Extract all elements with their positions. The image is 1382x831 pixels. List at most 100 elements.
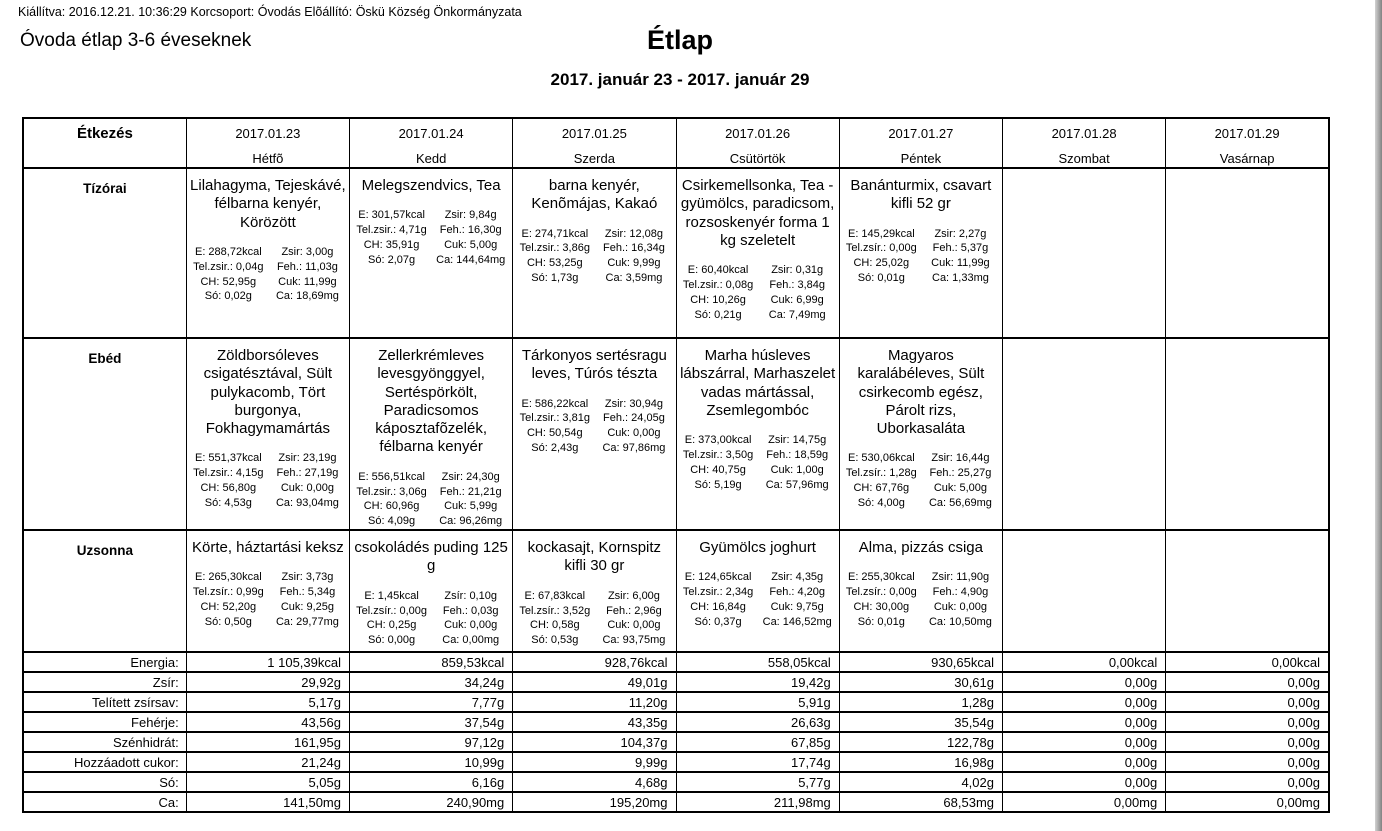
summary-value: 122,78g [838,731,1004,754]
summary-value: 11,20g [512,691,677,714]
nutrition-value: Ca: 1,33mg [932,272,989,285]
summary-value: 5,17g [185,691,351,714]
nutrition-block: E: 530,06kcal Zsir: 16,44g Tel.zsír.: 1,28… [843,451,999,510]
day-date: 2017.01.26 [725,126,791,141]
nutrition-value: Cuk: 0,00g [933,601,988,614]
nutrition-value: Cuk: 0,00g [607,427,661,440]
summary-value: 16,98g [838,751,1004,774]
nutrition-block: E: 586,22kcal Zsir: 30,94g Tel.zsir.: 3,81… [516,397,672,456]
nutrition-block: E: 265,30kcal Zsir: 3,73g Tel.zsír.: 0,99g… [190,570,346,629]
meal-name: Banánturmix, csavart kifli 52 gr [850,177,996,213]
meal-cell [1165,336,1330,532]
column-header-day: 2017.01.26 Csütörtök [675,117,840,169]
summary-value: 0,00g [1165,671,1330,694]
nutrition-value: Tel.zsír.: 0,00g [845,242,917,255]
nutrition-value: Zsir: 9,84g [444,209,497,222]
column-header-day: 2017.01.23 Hétfõ [185,117,351,169]
nutrition-block: E: 124,65kcal Zsir: 4,35g Tel.zsir.: 2,34g… [680,570,836,629]
summary-row-label: Só: [22,771,187,794]
nutrition-value: Cuk: 5,00g [933,482,988,495]
summary-value: 68,53mg [838,791,1004,814]
nutrition-block: E: 255,30kcal Zsir: 11,90g Tel.zsír.: 0,00… [843,570,999,629]
summary-value: 21,24g [185,751,351,774]
nutrition-value: Zsir: 12,08g [604,227,663,240]
summary-value: 30,61g [838,671,1004,694]
summary-row-label: Energia: [22,651,187,674]
summary-value: 43,56g [185,711,351,734]
meal-name: kockasajt, Kornspitz kifli 30 gr [527,539,666,575]
meal-row: Uzsonna Körte, háztartási keksz E: 265,30k… [22,529,1330,654]
summary-value: 7,77g [348,691,514,714]
nutrition-value: Zsir: 3,73g [281,571,334,584]
summary-value: 34,24g [348,671,514,694]
nutrition-value: Só: 4,00g [857,497,905,510]
nutrition-value: Feh.: 16,34g [603,242,665,255]
nutrition-value: CH: 60,96g [363,500,420,513]
meal-cell: Csirkemellsonka, Tea - gyümölcs, paradic… [675,167,840,339]
nutrition-value: E: 373,00kcal [684,434,752,447]
nutrition-value: Ca: 3,59mg [605,272,663,285]
summary-value: 0,00mg [1001,791,1167,814]
nutrition-value: Ca: 97,86mg [602,442,666,455]
nutrition-value: Só: 0,00g [368,634,416,647]
meal-row: Ebéd Zöldborsóleves csigatésztával, Sült … [22,336,1330,532]
meal-name: Zellerkrémleves levesgyönggyel, Sertéspö… [375,347,492,456]
nutrition-value: Só: 0,01g [857,615,905,628]
menu-table: Étkezés 2017.01.23 Hétfõ 2017.01.24 Kedd 2017… [22,117,1330,814]
summary-value: 930,65kcal [838,651,1004,674]
meal-name: Tárkonyos sertésragu leves, Túrós tészta [521,347,672,383]
summary-value: 0,00g [1001,771,1167,794]
summary-value: 0,00kcal [1001,651,1167,674]
menu-subtitle: Óvoda étlap 3-6 éveseknek [20,30,252,51]
day-weekday: Csütörtök [729,151,786,166]
meal-cell: csokoládés puding 125 g E: 1,45kcal Zsír: … [348,529,514,654]
nutrition-value: Zsir: 14,75g [768,434,827,447]
day-weekday: Péntek [900,151,942,166]
summary-value: 19,42g [675,671,840,694]
meal-row: Tízórai Lilahagyma, Tejeskávé, félbarna k… [22,167,1330,339]
nutrition-value: Cuk: 9,25g [280,601,335,614]
nutrition-block: E: 301,57kcal Zsir: 9,84g Tel.zsir.: 4,71g… [353,208,509,267]
nutrition-value: Ca: 29,77mg [275,615,339,628]
meal-cell [1165,529,1330,654]
nutrition-block: E: 145,29kcal Zsir: 2,27g Tel.zsír.: 0,00g… [843,227,999,286]
nutrition-value: E: 124,65kcal [684,571,752,584]
meal-name: Alma, pizzás csiga [858,539,983,557]
summary-value: 35,54g [838,711,1004,734]
day-weekday: Hétfõ [252,151,284,166]
summary-value: 859,53kcal [348,651,514,674]
nutrition-value: Feh.: 16,30g [439,224,502,237]
summary-row-label: Telített zsírsav: [22,691,187,714]
nutrition-value: Só: 2,43g [531,442,579,455]
summary-value: 0,00g [1165,691,1330,714]
nutrition-value: CH: 50,54g [526,427,583,440]
nutrition-value: E: 551,37kcal [194,452,262,465]
nutrition-value: CH: 25,02g [853,257,910,270]
nutrition-value: Ca: 93,04mg [275,497,339,510]
summary-row: Energia: 1 105,39kcal 859,53kcal 928,76kcal… [22,651,1330,674]
column-header-day: 2017.01.29 Vasárnap [1165,117,1330,169]
summary-value: 29,92g [185,671,351,694]
nutrition-value: Só: 0,53g [531,634,579,647]
nutrition-value: Feh.: 27,19g [276,467,339,480]
nutrition-value: Zsir: 3,00g [281,245,334,258]
day-date: 2017.01.29 [1214,126,1280,141]
summary-value: 0,00kcal [1165,651,1330,674]
meal-row-label: Ebéd [22,336,187,532]
nutrition-block: E: 551,37kcal Zsir: 23,19g Tel.zsir.: 4,15… [190,451,346,510]
meal-cell: Magyaros karalábéleves, Sült csirkecomb … [838,336,1004,532]
nutrition-value: Zsir: 11,90g [931,571,990,584]
summary-row: Só: 5,05g 6,16g 4,68g 5,77g 4,02g 0,00g 0,00g [22,771,1330,794]
nutrition-value: E: 67,83kcal [524,589,586,602]
day-weekday: Vasárnap [1219,151,1275,166]
nutrition-value: Zsir: 2,27g [934,227,987,240]
summary-value: 10,99g [348,751,514,774]
day-date: 2017.01.27 [888,126,954,141]
day-weekday: Szombat [1058,151,1110,166]
nutrition-value: CH: 52,95g [200,275,257,288]
nutrition-value: Tel.zsir.: 3,86g [519,242,590,255]
nutrition-value: CH: 67,76g [853,482,910,495]
nutrition-value: Só: 0,21g [694,308,742,321]
meal-name: Körte, háztartási keksz [192,539,344,557]
nutrition-value: Ca: 10,50mg [928,615,992,628]
